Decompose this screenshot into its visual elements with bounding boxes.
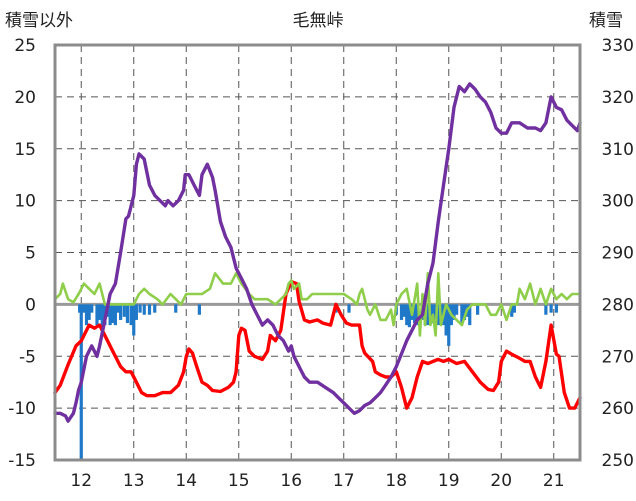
snow-diff-bar [460, 304, 464, 326]
y-tick-left: -10 [8, 399, 36, 419]
y-tick-left: -15 [8, 451, 36, 471]
x-tick: 19 [438, 471, 460, 491]
snow-diff-bar [153, 304, 157, 313]
snow-diff-bar [402, 304, 406, 317]
x-tick: 12 [70, 471, 92, 491]
snow-diff-bar [413, 304, 417, 324]
snow-diff-bar [125, 304, 130, 324]
snow-diff-bar [87, 304, 91, 320]
y-axis-left-ticks: 25 20 15 10 5 0 -5 -10 -15 [8, 36, 36, 471]
chart-title: 毛無峠 [293, 11, 344, 31]
x-tick: 21 [543, 471, 565, 491]
x-tick: 15 [228, 471, 250, 491]
snow-diff-bar [116, 304, 120, 313]
series-line-1 [53, 272, 582, 337]
grid [55, 45, 580, 460]
x-tick: 13 [123, 471, 145, 491]
snow-diff-bar [82, 304, 86, 313]
y-tick-left: 0 [25, 295, 36, 315]
snow-diff-bar [549, 304, 553, 313]
x-tick: 16 [280, 471, 302, 491]
snow-diff-bar [399, 304, 404, 320]
x-tick: 20 [490, 471, 512, 491]
snow-diff-bar [129, 304, 133, 326]
snow-diff-bar [405, 304, 409, 326]
snow-diff-bar [452, 304, 456, 320]
y-tick-left: 20 [14, 88, 36, 108]
snow-diff-bar [455, 304, 459, 315]
snow-diff-bar [98, 304, 102, 320]
snow-diff-bar [447, 304, 451, 346]
snow-diff-bar [415, 304, 419, 326]
series-lines [53, 82, 582, 423]
y-tick-left: 10 [14, 192, 36, 212]
y-tick-right: 330 [602, 36, 634, 56]
y-tick-right: 270 [602, 347, 634, 367]
snow-diff-bar [554, 304, 558, 313]
snow-diff-bar [147, 304, 152, 315]
y-tick-right: 290 [602, 244, 634, 264]
snow-diff-bar [111, 304, 115, 324]
snow-diff-bar [108, 304, 112, 326]
x-tick: 18 [385, 471, 407, 491]
y-tick-right: 280 [602, 295, 634, 315]
x-tick: 14 [175, 471, 197, 491]
snow-diff-bar [468, 304, 472, 326]
snow-diff-bar [407, 304, 411, 328]
snow-diff-bar [100, 304, 104, 328]
y-tick-right: 260 [602, 399, 634, 419]
snow-diff-bar [444, 304, 448, 336]
y-tick-right: 300 [602, 192, 634, 212]
snow-diff-bar [119, 304, 123, 320]
snow-diff-bar [113, 304, 117, 326]
snow-diff-bar [476, 304, 480, 315]
snow-diff-bar [347, 304, 351, 313]
y-tick-right: 320 [602, 88, 634, 108]
snow-diff-bar [84, 304, 89, 326]
snow-diff-bar [510, 304, 514, 317]
y-axis-left-label: 積雪以外 [5, 11, 73, 31]
snow-diff-bar [142, 304, 146, 315]
snow-diff-bar [544, 304, 548, 315]
snow-diff-bar [138, 304, 142, 313]
x-axis-ticks: 12 13 14 15 16 17 18 19 20 21 [70, 471, 564, 491]
y-tick-left: 5 [25, 244, 36, 264]
y-tick-right: 250 [602, 451, 634, 471]
snow-diff-bar [174, 304, 178, 313]
series-line-2 [53, 82, 582, 423]
plot-frame [53, 43, 582, 462]
snow-diff-bar [132, 304, 136, 336]
snow-diff-bar [95, 304, 99, 326]
x-tick: 17 [333, 471, 355, 491]
snow-diff-bar [122, 304, 126, 317]
y-axis-right-label: 積雪 [589, 11, 623, 31]
snow-diff-bar [512, 304, 516, 313]
snow-diff-bar [462, 304, 467, 320]
y-axis-right-ticks: 330 320 310 300 290 280 270 260 250 [602, 36, 634, 471]
plot-border [53, 43, 582, 462]
series-line-0 [53, 279, 582, 410]
y-tick-left: -5 [19, 347, 36, 367]
y-tick-right: 310 [602, 140, 634, 160]
y-tick-left: 25 [14, 36, 36, 56]
y-tick-left: 15 [14, 140, 36, 160]
snow-diff-bar [134, 304, 138, 320]
snow-diff-bar [436, 304, 440, 326]
snow-diff-bar [426, 304, 430, 326]
snow-diff-bar [90, 304, 94, 313]
snow-diff-bar [197, 304, 201, 315]
